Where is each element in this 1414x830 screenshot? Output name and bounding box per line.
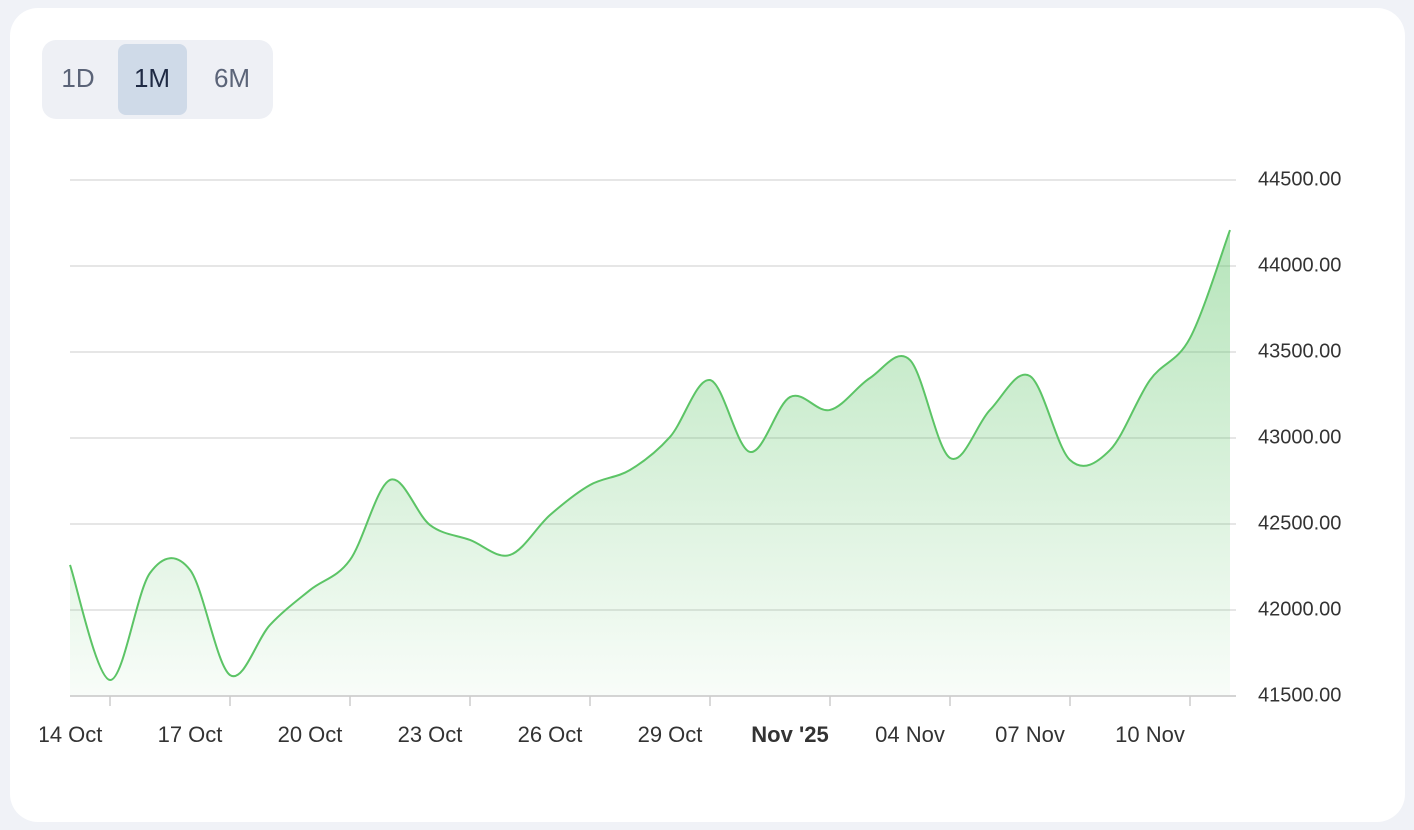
- area-fill: [70, 230, 1230, 696]
- y-tick-label: 42500.00: [1258, 512, 1341, 534]
- y-tick-label: 44000.00: [1258, 254, 1341, 276]
- y-tick-label: 42000.00: [1258, 598, 1341, 620]
- x-tick-label: 10 Nov: [1115, 722, 1185, 747]
- x-tick-label: 23 Oct: [398, 722, 463, 747]
- x-tick-label: 20 Oct: [278, 722, 343, 747]
- x-tick-label: 26 Oct: [518, 722, 583, 747]
- range-tab[interactable]: 6M: [214, 63, 250, 93]
- y-tick-label: 44500.00: [1258, 168, 1341, 190]
- x-tick-label: 04 Nov: [875, 722, 945, 747]
- range-tab[interactable]: 1M: [134, 63, 170, 93]
- price-line: [69, 229, 1231, 682]
- y-tick-label: 43000.00: [1258, 426, 1341, 448]
- range-tab[interactable]: 1D: [61, 63, 94, 93]
- y-tick-label: 43500.00: [1258, 340, 1341, 362]
- active-tab-bg: [118, 44, 187, 115]
- x-tick-label: 17 Oct: [158, 722, 223, 747]
- x-tick-label: 07 Nov: [995, 722, 1065, 747]
- x-tick-label: 14 Oct: [38, 722, 103, 747]
- x-tick-label: 29 Oct: [638, 722, 703, 747]
- y-tick-label: 41500.00: [1258, 684, 1341, 706]
- x-tick-label: Nov '25: [751, 722, 828, 747]
